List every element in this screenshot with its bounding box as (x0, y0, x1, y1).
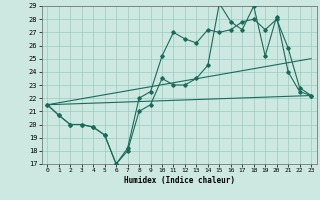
X-axis label: Humidex (Indice chaleur): Humidex (Indice chaleur) (124, 176, 235, 185)
